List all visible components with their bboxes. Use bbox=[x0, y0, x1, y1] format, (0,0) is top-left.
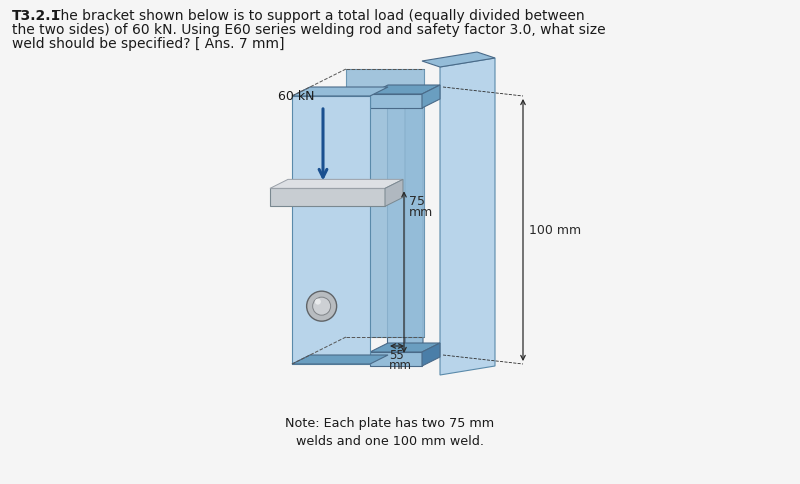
Text: The bracket shown below is to support a total load (equally divided between: The bracket shown below is to support a … bbox=[52, 9, 585, 23]
Polygon shape bbox=[405, 100, 423, 352]
Text: 55: 55 bbox=[389, 348, 404, 361]
Text: 100 mm: 100 mm bbox=[529, 224, 581, 237]
Polygon shape bbox=[370, 95, 422, 109]
Text: Note: Each plate has two 75 mm
welds and one 100 mm weld.: Note: Each plate has two 75 mm welds and… bbox=[286, 416, 494, 447]
Polygon shape bbox=[440, 59, 495, 375]
Polygon shape bbox=[370, 352, 422, 366]
Polygon shape bbox=[387, 109, 405, 352]
Polygon shape bbox=[422, 343, 440, 366]
Polygon shape bbox=[346, 70, 424, 337]
Text: weld should be specified? [ Ans. 7 mm]: weld should be specified? [ Ans. 7 mm] bbox=[12, 37, 285, 51]
Circle shape bbox=[313, 298, 330, 316]
Text: 60 kN: 60 kN bbox=[278, 90, 315, 103]
Circle shape bbox=[315, 299, 321, 305]
Text: mm: mm bbox=[409, 206, 434, 219]
Polygon shape bbox=[292, 97, 370, 364]
Polygon shape bbox=[422, 86, 440, 109]
Polygon shape bbox=[422, 53, 495, 68]
Polygon shape bbox=[370, 86, 440, 95]
Polygon shape bbox=[292, 355, 388, 364]
Text: 75: 75 bbox=[409, 195, 425, 208]
Polygon shape bbox=[292, 88, 388, 97]
Polygon shape bbox=[270, 189, 385, 207]
Text: the two sides) of 60 kN. Using E60 series welding rod and safety factor 3.0, wha: the two sides) of 60 kN. Using E60 serie… bbox=[12, 23, 606, 37]
Polygon shape bbox=[270, 180, 403, 189]
Polygon shape bbox=[370, 343, 440, 352]
Polygon shape bbox=[385, 180, 403, 207]
Circle shape bbox=[306, 291, 337, 321]
Text: mm: mm bbox=[389, 358, 412, 371]
Text: T3.2.1: T3.2.1 bbox=[12, 9, 62, 23]
